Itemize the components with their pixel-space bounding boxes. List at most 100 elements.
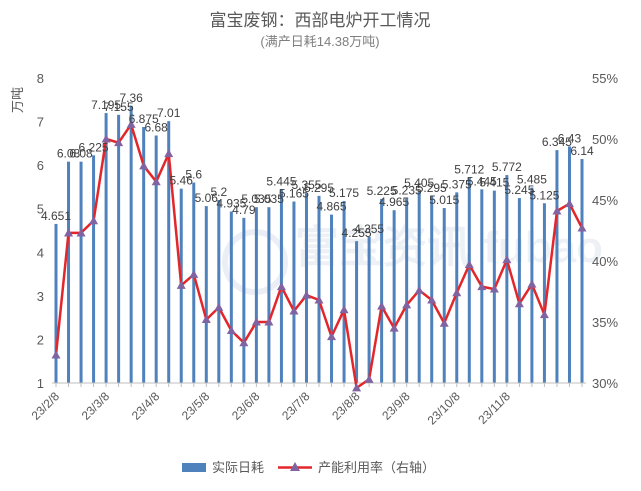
y-right-tick-label: 35%: [592, 315, 618, 330]
bar: [204, 206, 208, 383]
bar-data-label: 6.08: [69, 147, 93, 161]
bar: [567, 146, 571, 383]
bar-data-label: 5.245: [504, 183, 534, 197]
line-marker: [539, 310, 549, 319]
legend-bar-label: 实际日耗: [212, 460, 264, 475]
bar-data-label: 5.035: [254, 192, 284, 206]
y-left-tick-label: 7: [37, 115, 44, 130]
bar: [304, 193, 308, 383]
bar-data-label: 5.6: [185, 168, 202, 182]
legend-line-marker: [290, 462, 300, 471]
bar-data-label: 5.415: [479, 176, 509, 190]
bar: [117, 114, 121, 383]
line-marker: [502, 255, 512, 264]
bar: [517, 198, 521, 383]
y-left-tick-label: 2: [37, 332, 44, 347]
y-left-tick-label: 3: [37, 289, 44, 304]
x-axis: 23/2/8 23/3/8 23/4/8 23/5/8 23/6/8 23/7/8 23/8…: [29, 382, 586, 427]
x-tick-label: 23/6/8: [229, 389, 263, 423]
bar: [154, 135, 158, 383]
y-right-tick-label: 45%: [592, 193, 618, 208]
bar-data-label: 6.68: [145, 121, 169, 135]
line-marker: [301, 290, 311, 299]
line-marker: [214, 302, 224, 311]
bar: [342, 201, 346, 383]
bar-data-label: 6.14: [570, 144, 594, 158]
line-marker: [439, 318, 449, 327]
line-marker: [352, 383, 362, 392]
line-marker: [139, 161, 149, 170]
line-marker: [377, 301, 387, 310]
y-left-tick-label: 1: [37, 376, 44, 391]
line-marker: [226, 326, 236, 335]
line-marker: [64, 228, 74, 237]
bar: [317, 195, 321, 383]
line-marker: [201, 315, 211, 324]
bar-data-label: 5.2: [210, 185, 227, 199]
line-marker: [402, 300, 412, 309]
line-marker: [164, 149, 174, 158]
bar-data-label: 5.225: [367, 184, 397, 198]
legend-line-label: 产能利用率（右轴）: [318, 460, 435, 475]
line-marker: [427, 295, 437, 304]
bar: [129, 105, 133, 383]
x-tick-label: 23/7/8: [279, 389, 313, 423]
line-marker: [289, 306, 299, 315]
line-marker: [389, 323, 399, 332]
bar-data-label: 5.125: [529, 188, 559, 202]
bar-data-label: 4.935: [216, 197, 246, 211]
bar: [505, 175, 509, 383]
legend: 实际日耗 产能利用率（右轴）: [182, 460, 435, 475]
y-axis-left-label: 万吨: [10, 87, 25, 113]
line-marker: [527, 279, 537, 288]
x-tick-label: 23/10/8: [425, 389, 463, 427]
bar-data-label: 5.235: [392, 183, 422, 197]
line-marker: [239, 338, 249, 347]
line-marker: [477, 282, 487, 291]
x-tick-label: 23/9/8: [379, 389, 413, 423]
chart-subtitle: (满产日耗14.38万吨): [260, 34, 379, 49]
line-marker: [101, 134, 111, 143]
bar: [242, 217, 246, 383]
bar-data-label: 5.355: [291, 178, 321, 192]
bar: [380, 198, 384, 383]
bar-data-label: 5.035: [241, 192, 271, 206]
bar: [555, 150, 559, 383]
y-left-tick-label: 5: [37, 202, 44, 217]
bar: [92, 155, 96, 383]
bar: [267, 207, 271, 383]
line-marker: [264, 317, 274, 326]
bar-data-label: 5.445: [467, 174, 497, 188]
line-marker: [114, 138, 124, 147]
bar: [542, 203, 546, 383]
y-right-tick-label: 55%: [592, 71, 618, 86]
line-marker: [314, 295, 324, 304]
bar-data-label: 5.295: [304, 181, 334, 195]
bar-data-label: 5.175: [329, 186, 359, 200]
bar-data-label: 4.651: [41, 209, 71, 223]
line-marker: [464, 260, 474, 269]
x-tick-label: 23/11/8: [475, 389, 513, 427]
bar: [192, 182, 196, 383]
bar: [455, 192, 459, 383]
y-right-tick-label: 30%: [592, 376, 618, 391]
bar-data-label: 5.485: [517, 173, 547, 187]
x-tick-label: 23/2/8: [29, 389, 63, 423]
bar-data-label: 7.195: [91, 98, 121, 112]
line-marker: [577, 223, 587, 232]
bar-data-label: 5.06: [195, 191, 219, 205]
line-marker: [514, 299, 524, 308]
line-marker: [452, 288, 462, 297]
y-axis-right: 30% 35% 40% 45% 50% 55%: [592, 71, 618, 391]
bar-data-label: 5.712: [454, 163, 484, 177]
x-tick-label: 23/4/8: [129, 389, 163, 423]
bar-data-label: 5.375: [442, 177, 472, 191]
bar-data-label: 5.445: [266, 174, 296, 188]
bar: [167, 121, 171, 383]
line-marker: [176, 280, 186, 289]
bar-data-label: 4.79: [232, 203, 256, 217]
bar-data-label: 4.965: [379, 195, 409, 209]
y-axis-left: 1 2 3 4 5 6 7 8: [37, 71, 44, 391]
line-marker: [552, 206, 562, 215]
